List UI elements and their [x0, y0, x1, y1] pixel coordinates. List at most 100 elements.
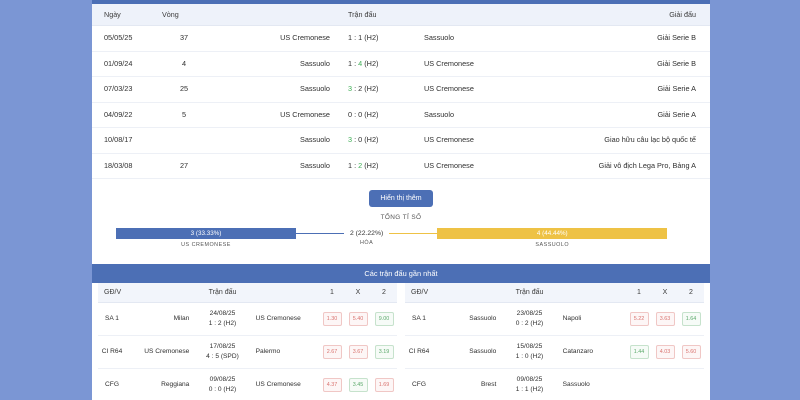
recent-match-date: 24/08/25 [209, 310, 236, 318]
h2h-cell-round: 25 [154, 76, 214, 103]
top-accent-bar [92, 0, 710, 4]
h2h-cell-round: 27 [154, 153, 214, 180]
recent-right-body: SA 1 Sassuolo 23/08/25 0 : 2 (H2) Napoli 5.22… [405, 302, 704, 400]
recent-left-col-2: 2 [371, 283, 397, 304]
recent-cell-odd-x [652, 368, 678, 400]
recent-cell-stage: CFG [98, 368, 126, 400]
h2h-cell-away-team: US Cremonese [414, 127, 564, 154]
h2h-home-goals: 3 [348, 84, 353, 94]
recent-cell-odd-1: 1.44 [626, 335, 652, 370]
recent-cell-away-team: Catanzaro [561, 335, 626, 370]
recent-row[interactable]: SA 1 Sassuolo 23/08/25 0 : 2 (H2) Napoli 5.22… [405, 302, 704, 337]
odds-chip[interactable]: 1.69 [374, 377, 394, 392]
odds-chip[interactable]: 9.00 [374, 312, 394, 327]
recent-cell-stage: SA 1 [98, 302, 126, 337]
recent-cell-odd-1: 1.30 [319, 302, 345, 337]
recent-cell-stage: CI R64 [98, 335, 126, 370]
h2h-cell-away-team: Sassuolo [414, 25, 564, 52]
odds-chip[interactable]: 5.22 [629, 312, 649, 327]
odds-chip[interactable]: 2.67 [322, 345, 342, 360]
odds-chip[interactable]: 1.64 [681, 312, 701, 327]
h2h-cell-home-team: Sassuolo [214, 76, 344, 103]
recent-left-col-match: Trận đấu [126, 283, 319, 304]
odds-chip[interactable]: 5.60 [681, 345, 701, 360]
recent-row[interactable]: SA 1 Milan 24/08/25 1 : 2 (H2) US Cremonese 1… [98, 302, 397, 337]
recent-cell-date-score: 17/08/25 4 : 5 (SPD) [190, 335, 255, 370]
summary-draw: 2 (22.22%) HÒA [344, 230, 389, 246]
recent-row[interactable]: CI R64 Sassuolo 15/08/25 1 : 0 (H2) Catanzar… [405, 335, 704, 370]
recent-cell-odd-2: 1.64 [678, 302, 704, 337]
recent-cell-away-team: US Cremonese [254, 302, 319, 337]
h2h-row[interactable]: 07/03/23 25 Sassuolo 3 : 2 (H2) US Cremonese… [92, 76, 710, 103]
odds-chip[interactable]: 3.45 [348, 377, 368, 392]
h2h-cell-score: 1 : 4 (H2) [344, 51, 414, 78]
recent-cell-odd-x: 4.03 [652, 335, 678, 370]
summary-title: TỔNG TỈ SỐ [380, 214, 422, 222]
h2h-away-goals: 2 [358, 84, 363, 94]
summary-draw-label: HÒA [360, 240, 374, 247]
show-more-wrap: Hiển thị thêm [92, 179, 710, 209]
recent-match-score: 0 : 2 (H2) [515, 320, 544, 328]
connector-line-home [296, 233, 344, 235]
h2h-cell-score: 3 : 0 (H2) [344, 127, 414, 154]
summary-home-bar: 3 (33.33%) [116, 228, 296, 240]
h2h-row[interactable]: 05/05/25 37 US Cremonese 1 : 1 (H2) Sassuolo… [92, 25, 710, 52]
recent-cell-date-score: 09/08/25 1 : 1 (H2) [497, 368, 562, 400]
h2h-col-match: Trận đấu [344, 4, 414, 26]
odds-chip[interactable]: 3.19 [374, 345, 394, 360]
odds-chip[interactable]: 1.44 [629, 345, 649, 360]
recent-cell-odd-2 [678, 368, 704, 400]
recent-right-col-x: X [652, 283, 678, 304]
h2h-header-row: Ngày Vòng Trận đấu Giải đấu [92, 4, 710, 26]
recent-row[interactable]: CFG Brest 09/08/25 1 : 1 (H2) Sassuolo [405, 368, 704, 400]
recent-match-score: 1 : 2 (H2) [208, 320, 237, 328]
odds-chip[interactable]: 4.03 [655, 345, 675, 360]
recent-cell-away-team: Napoli [561, 302, 626, 337]
recent-left-header: GĐ/V Trận đấu 1 X 2 [98, 283, 397, 304]
recent-cell-date-score: 15/08/25 1 : 0 (H2) [497, 335, 562, 370]
recent-match-score: 1 : 1 (H2) [515, 385, 544, 393]
h2h-cell-away-team: US Cremonese [414, 76, 564, 103]
recent-cell-home-team: Milan [126, 302, 191, 337]
h2h-cell-league: Giải vô địch Lega Pro, Bảng A [564, 153, 710, 180]
h2h-half-time: (H2) [362, 84, 379, 94]
recent-right-col-1: 1 [626, 283, 652, 304]
h2h-row[interactable]: 01/09/24 4 Sassuolo 1 : 4 (H2) US Cremonese G… [92, 51, 710, 78]
h2h-home-goals: 1 [348, 58, 353, 68]
recent-left-col-x: X [345, 283, 371, 304]
h2h-cell-round: 4 [154, 51, 214, 78]
recent-cell-away-team: Palermo [254, 335, 319, 370]
h2h-cell-score: 1 : 2 (H2) [344, 153, 414, 180]
show-more-button[interactable]: Hiển thị thêm [369, 190, 433, 208]
h2h-cell-home-team: Sassuolo [214, 51, 344, 78]
h2h-cell-score: 3 : 2 (H2) [344, 76, 414, 103]
recent-match-date: 09/08/25 [516, 376, 543, 384]
odds-chip[interactable]: 4.37 [322, 377, 342, 392]
h2h-col-home [214, 4, 344, 26]
h2h-row[interactable]: 10/08/17 Sassuolo 3 : 0 (H2) US Cremonese Gi… [92, 127, 710, 154]
recent-left-col-gd: GĐ/V [98, 283, 126, 304]
odds-chip[interactable]: 5.40 [348, 312, 368, 327]
h2h-row[interactable]: 18/03/08 27 Sassuolo 1 : 2 (H2) US Cremonese… [92, 153, 710, 180]
summary-home-label: US CREMONESE [181, 242, 231, 249]
recent-cell-odd-2: 9.00 [371, 302, 397, 337]
recent-row[interactable]: CI R64 US Cremonese 17/08/25 4 : 5 (SPD) Pal… [98, 335, 397, 370]
h2h-cell-date: 18/03/08 [92, 153, 154, 180]
h2h-row[interactable]: 04/09/22 5 US Cremonese 0 : 0 (H2) Sassuolo G… [92, 102, 710, 129]
recent-cell-home-team: US Cremonese [126, 335, 191, 370]
odds-chip[interactable]: 3.63 [655, 312, 675, 327]
recent-cell-odd-2: 5.60 [678, 335, 704, 370]
h2h-cell-home-team: Sassuolo [214, 127, 344, 154]
recent-table-left: GĐ/V Trận đấu 1 X 2 SA 1 Milan 24/08/25 1 :… [98, 283, 397, 400]
recent-cell-odd-x: 3.63 [652, 302, 678, 337]
h2h-home-goals: 0 [348, 109, 353, 119]
recent-right-col-match: Trận đấu [433, 283, 626, 304]
odds-chip[interactable]: 3.67 [348, 345, 368, 360]
recent-row[interactable]: CFG Reggiana 09/08/25 0 : 0 (H2) US Cremones… [98, 368, 397, 400]
h2h-score-separator: : [352, 135, 359, 145]
recent-cell-stage: CFG [405, 368, 433, 400]
odds-chip[interactable]: 1.30 [322, 312, 342, 327]
recent-match-score: 0 : 0 (H2) [208, 385, 237, 393]
summary-bars: 3 (33.33%) US CREMONESE 2 (22.22%) HÒA 4… [92, 228, 710, 260]
recent-right-header: GĐ/V Trận đấu 1 X 2 [405, 283, 704, 304]
